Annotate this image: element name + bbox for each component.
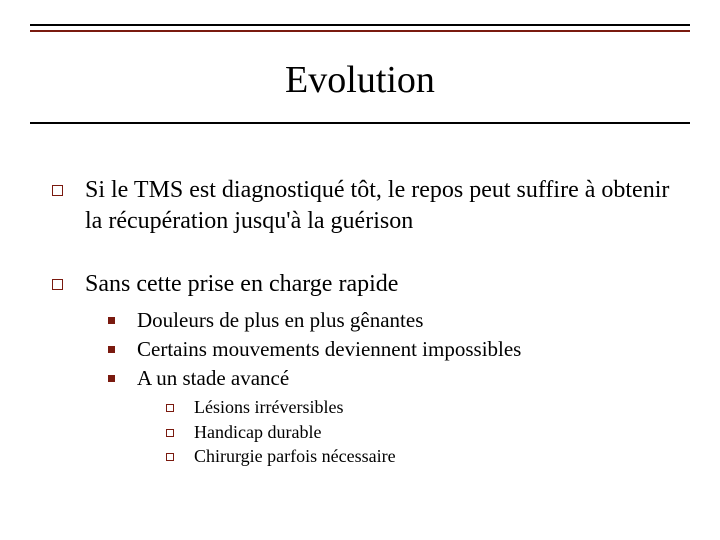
bullet-lvl1-row: Si le TMS est diagnostiqué tôt, le repos… — [52, 175, 680, 237]
solid-square-icon — [108, 346, 115, 353]
bullet-lvl1-text: Si le TMS est diagnostiqué tôt, le repos… — [85, 175, 680, 237]
bullet-lvl1-text: Sans cette prise en charge rapide — [85, 269, 398, 300]
bullet-lvl2: Certains mouvements deviennent impossibl… — [108, 336, 680, 363]
solid-square-icon — [108, 375, 115, 382]
bullet-lvl3-text: Lésions irréversibles — [194, 396, 343, 419]
top-rule-accent — [30, 30, 690, 32]
bullet-lvl2: Douleurs de plus en plus gênantes — [108, 307, 680, 334]
bullet-lvl2-text: A un stade avancé — [137, 365, 289, 392]
bullet-lvl2-text: Douleurs de plus en plus gênantes — [137, 307, 423, 334]
bullet-lvl2: A un stade avancé — [108, 365, 680, 392]
content-area: Si le TMS est diagnostiqué tôt, le repos… — [52, 175, 680, 501]
bullet-lvl3-text: Chirurgie parfois nécessaire — [194, 445, 396, 468]
lvl2-list: Douleurs de plus en plus gênantes Certai… — [108, 307, 680, 469]
lvl3-list: Lésions irréversibles Handicap durable C… — [166, 396, 680, 468]
title-underline — [30, 122, 690, 124]
hollow-square-icon — [166, 453, 174, 461]
bullet-lvl1-row: Sans cette prise en charge rapide — [52, 269, 680, 300]
bullet-lvl3: Chirurgie parfois nécessaire — [166, 445, 680, 468]
bullet-lvl2-text: Certains mouvements deviennent impossibl… — [137, 336, 521, 363]
solid-square-icon — [108, 317, 115, 324]
bullet-lvl3: Lésions irréversibles — [166, 396, 680, 419]
slide-title: Evolution — [30, 58, 690, 102]
top-rule-black — [30, 24, 690, 26]
slide: Evolution Si le TMS est diagnostiqué tôt… — [0, 0, 720, 540]
bullet-lvl3: Handicap durable — [166, 421, 680, 444]
hollow-square-icon — [166, 404, 174, 412]
bullet-lvl1: Sans cette prise en charge rapide Douleu… — [52, 269, 680, 468]
title-wrap: Evolution — [30, 58, 690, 102]
hollow-square-icon — [166, 429, 174, 437]
bullet-lvl3-text: Handicap durable — [194, 421, 321, 444]
bullet-lvl1: Si le TMS est diagnostiqué tôt, le repos… — [52, 175, 680, 237]
hollow-square-icon — [52, 185, 63, 196]
hollow-square-icon — [52, 279, 63, 290]
